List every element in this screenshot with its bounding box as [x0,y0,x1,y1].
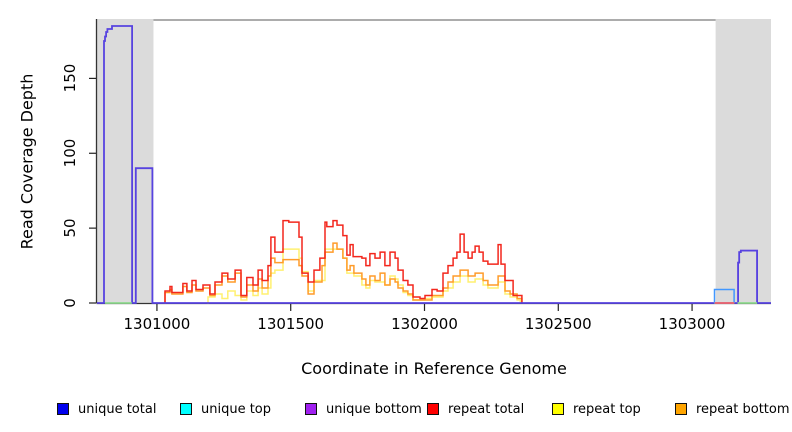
shaded-region [97,19,154,303]
legend-swatch-repeat-bottom [675,402,687,415]
x-axis-title: Coordinate in Reference Genome [301,359,567,378]
legend-item-repeat-top: repeat top [552,399,641,419]
legend-label: repeat bottom [696,402,790,417]
y-tick-label: 50 [61,218,79,238]
series-repeat-total [164,219,523,304]
legend-label: unique top [201,402,272,417]
legend-label: unique bottom [326,402,422,417]
y-tick-label: 150 [61,64,79,93]
legend-item-unique-top: unique top [180,399,271,419]
legend-item-unique-total: unique total [57,399,156,419]
legend-label: unique total [78,402,157,417]
legend-swatch-unique-bottom [305,402,317,415]
y-axis-title: Read Coverage Depth [17,73,37,250]
legend-label: repeat top [573,402,641,417]
legend-item-repeat-bottom: repeat bottom [675,399,790,419]
legend-label: repeat total [448,402,525,417]
x-tick-label: 1302000 [391,315,458,333]
x-tick-label: 1302500 [524,315,592,333]
series-repeat-bottom [164,242,523,304]
y-tick-label: 100 [61,138,79,168]
x-tick-label: 1301500 [257,315,325,333]
legend-swatch-repeat-total [427,402,439,415]
legend-item-repeat-total: repeat total [427,399,524,419]
x-tick-label: 1303000 [658,315,726,333]
y-tick-label: 0 [61,298,79,308]
legend-swatch-unique-total [57,402,69,415]
legend-swatch-unique-top [180,402,192,415]
series-repeat-top [207,248,522,304]
legend: unique total unique top unique bottom repea… [0,399,792,423]
legend-swatch-repeat-top [552,402,564,415]
x-tick-label: 1301000 [123,315,191,333]
shaded-region [715,19,771,303]
series-unique-total [97,25,771,304]
legend-item-unique-bottom: unique bottom [305,399,422,419]
